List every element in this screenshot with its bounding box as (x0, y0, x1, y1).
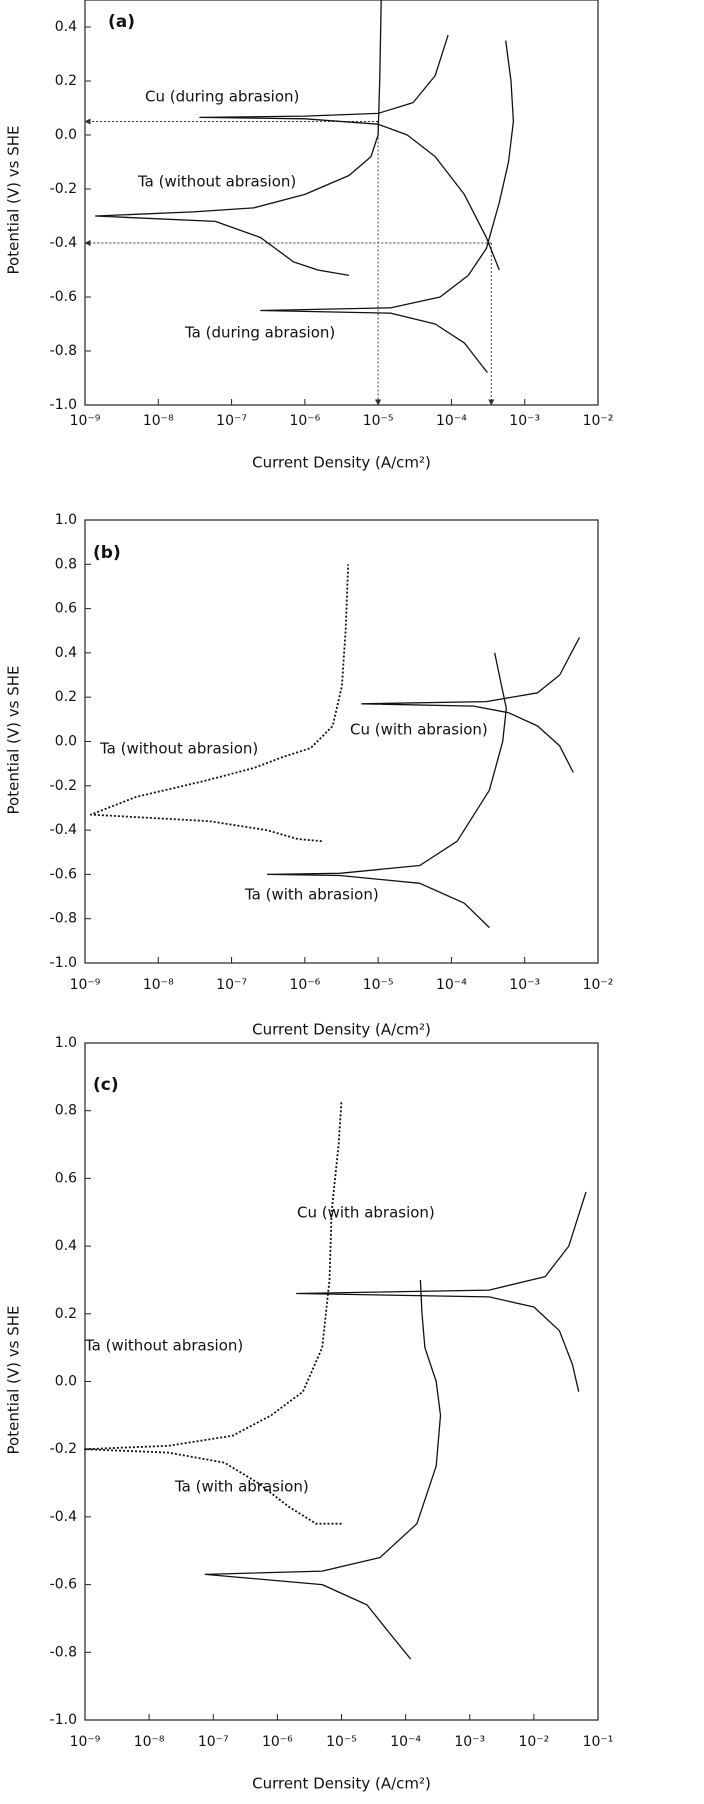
x-tick-label: 10⁻⁸ (143, 977, 174, 993)
y-tick-label: -0.2 (50, 181, 77, 197)
y-axis-label: Potential (V) vs SHE (5, 126, 23, 275)
x-axis-label: Current Density (A/cm²) (252, 1021, 431, 1039)
curve (89, 564, 350, 843)
x-tick-label: 10⁻⁹ (70, 1734, 101, 1750)
curve-label: Ta (without abrasion) (84, 1337, 243, 1355)
y-tick-label: -0.2 (50, 1441, 77, 1457)
y-tick-label: 0.0 (55, 127, 77, 143)
x-tick-label: 10⁻⁷ (216, 977, 247, 993)
y-tick-label: 0.4 (55, 1238, 77, 1254)
y-tick-label: 0.0 (55, 1374, 77, 1390)
x-tick-label: 10⁻² (583, 977, 614, 993)
y-tick-label: 0.2 (55, 73, 77, 89)
curve-label: Ta (without abrasion) (137, 173, 296, 191)
y-tick-label: 0.2 (55, 1306, 77, 1322)
curve (95, 0, 382, 277)
y-tick-label: -0.6 (50, 289, 77, 305)
y-tick-label: -0.6 (50, 1577, 77, 1593)
y-tick-label: 0.8 (55, 556, 77, 572)
y-tick-label: 1.0 (55, 1035, 77, 1051)
y-tick-label: -0.2 (50, 778, 77, 794)
x-tick-label: 10⁻² (518, 1734, 549, 1750)
x-axis-label: Current Density (A/cm²) (252, 454, 431, 472)
y-tick-label: 0.4 (55, 645, 77, 661)
curve-label: Ta (during abrasion) (184, 324, 335, 342)
x-tick-label: 10⁻¹ (583, 1734, 614, 1750)
curve-label: Ta (with abrasion) (244, 886, 379, 904)
curve-label: Ta (without abrasion) (99, 740, 258, 758)
x-tick-label: 10⁻³ (509, 977, 540, 993)
curve (361, 637, 581, 773)
panel-label: (b) (93, 543, 121, 563)
y-tick-label: 1.0 (55, 512, 77, 528)
x-tick-label: 10⁻⁷ (198, 1734, 229, 1750)
curve-label: Ta (with abrasion) (174, 1478, 309, 1496)
x-tick-label: 10⁻⁴ (436, 977, 467, 993)
x-tick-label: 10⁻⁴ (436, 413, 467, 429)
y-tick-label: 0.4 (55, 19, 77, 35)
x-tick-label: 10⁻⁴ (390, 1734, 421, 1750)
y-tick-label: 0.2 (55, 689, 77, 705)
y-tick-label: 0.6 (55, 1170, 77, 1186)
x-tick-label: 10⁻⁶ (262, 1734, 293, 1750)
x-tick-label: 10⁻⁵ (363, 977, 394, 993)
x-tick-label: 10⁻⁸ (143, 413, 174, 429)
curve (266, 652, 507, 929)
x-tick-label: 10⁻⁶ (289, 977, 320, 993)
y-axis-label: Potential (V) vs SHE (5, 666, 23, 815)
curve (296, 1191, 587, 1392)
y-tick-label: -0.6 (50, 866, 77, 882)
x-tick-label: 10⁻⁵ (363, 413, 394, 429)
curve-label: Cu (during abrasion) (145, 88, 299, 106)
curve (84, 1100, 343, 1525)
x-tick-label: 10⁻³ (454, 1734, 485, 1750)
y-tick-label: 0.6 (55, 601, 77, 617)
x-tick-label: 10⁻² (583, 413, 614, 429)
panel-label: (a) (108, 12, 135, 32)
y-tick-label: -0.8 (50, 911, 77, 927)
y-tick-label: -0.4 (50, 235, 77, 251)
curve (204, 1279, 442, 1660)
y-tick-label: -0.8 (50, 343, 77, 359)
curve-label: Cu (with abrasion) (350, 721, 488, 739)
y-tick-label: -1.0 (50, 397, 77, 413)
x-tick-label: 10⁻⁷ (216, 413, 247, 429)
y-tick-label: -1.0 (50, 1712, 77, 1728)
y-tick-label: -1.0 (50, 955, 77, 971)
y-tick-label: 0.0 (55, 734, 77, 750)
y-tick-label: 0.8 (55, 1103, 77, 1119)
plot-frame (84, 1042, 599, 1721)
x-tick-label: 10⁻⁸ (134, 1734, 165, 1750)
plot-frame (84, 0, 599, 406)
curve (260, 40, 515, 373)
x-axis-label: Current Density (A/cm²) (252, 1775, 431, 1793)
curve-label: Cu (with abrasion) (297, 1204, 435, 1222)
y-tick-label: -0.4 (50, 822, 77, 838)
panel-label: (c) (93, 1075, 119, 1095)
x-tick-label: 10⁻⁵ (326, 1734, 357, 1750)
y-tick-label: -0.8 (50, 1644, 77, 1660)
x-tick-label: 10⁻³ (509, 413, 540, 429)
x-tick-label: 10⁻⁹ (70, 413, 101, 429)
y-axis-label: Potential (V) vs SHE (5, 1306, 23, 1455)
x-tick-label: 10⁻⁶ (289, 413, 320, 429)
x-tick-label: 10⁻⁹ (70, 977, 101, 993)
y-tick-label: -0.4 (50, 1509, 77, 1525)
curve (199, 34, 500, 271)
